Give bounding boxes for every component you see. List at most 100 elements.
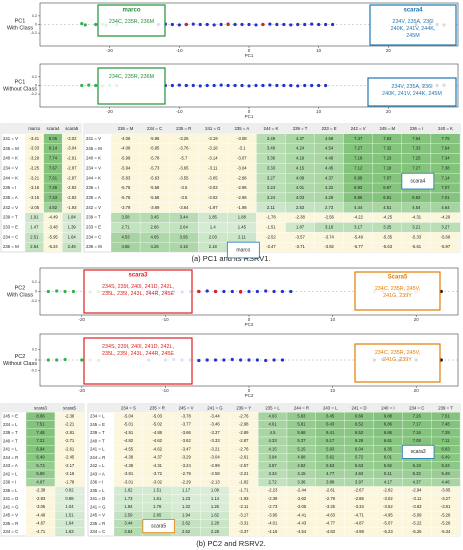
point [94, 22, 98, 27]
cell-value: -4.63 [325, 512, 335, 517]
cell-value: 5.68 [297, 430, 306, 435]
cell-value: -3.81 [124, 471, 134, 476]
column-header: 235 = R [150, 405, 165, 410]
cell-value: -4.88 [152, 430, 162, 435]
row-label: 236 = I [3, 480, 16, 485]
x-tick-label: -20 [106, 48, 113, 53]
cell-value: 1.87 [296, 224, 305, 229]
panel-label: PC2 [15, 285, 26, 291]
cell-value: -3.33 [30, 146, 40, 151]
cell-value: -4.49 [48, 215, 58, 220]
cell-value: -3.04 [210, 455, 220, 460]
cell-value: 6.52 [355, 430, 364, 435]
cell-value: -4.22 [353, 215, 363, 220]
column-header: 234 = C [409, 405, 424, 410]
point [63, 357, 67, 362]
column-header: 241 = D [351, 405, 366, 410]
cell-value: -2.87 [67, 175, 77, 180]
cell-value: -3.01 [124, 479, 134, 484]
row-label: 236 = M [3, 244, 19, 249]
row-label: 239 = T [3, 430, 18, 435]
cell-value: -4.49 [36, 512, 46, 517]
row-label: 240 = K [86, 156, 101, 161]
cell-value: -3.31 [239, 521, 249, 526]
cell-value: -3.62 [181, 438, 191, 443]
cell-value: -1.93 [67, 205, 77, 210]
cell-value: -2.13 [210, 479, 220, 484]
cell-value: -3.76 [179, 146, 189, 151]
point [205, 289, 209, 293]
x-tick-label: 20 [386, 109, 392, 114]
box-text: 234V, 235A, 236I [392, 19, 433, 25]
cell-value: -2.38 [36, 488, 46, 493]
cell-value: -4.87 [354, 521, 364, 526]
point [55, 358, 59, 362]
cell-value: -3.17 [239, 512, 249, 517]
cell-value: -2.73 [268, 504, 278, 509]
header-row [88, 404, 460, 413]
cell-value: 7.16 [413, 430, 422, 435]
cell-value: 6.01 [384, 455, 393, 460]
box-title: scara3 [128, 273, 148, 279]
cell-value: 6.61 [384, 438, 393, 443]
cell-value: 4.77 [326, 471, 335, 476]
point [280, 358, 285, 362]
cell-value: -3.71 [295, 244, 305, 249]
y-tick-label: 0.2 [32, 280, 37, 284]
note-text: scara4 [410, 178, 425, 184]
point [317, 83, 321, 88]
cell-value: -5.01 [124, 422, 134, 427]
cell-value: -4.41 [297, 512, 307, 517]
row-label: 234 = V [3, 165, 18, 170]
point [63, 289, 67, 294]
y-tick-label: -0.2 [30, 92, 37, 96]
point [275, 83, 279, 88]
cell-value: 4.84 [355, 471, 364, 476]
highlight-box [369, 4, 457, 46]
point [205, 83, 209, 88]
row-label: 242 = L [90, 463, 105, 468]
column-header: 236 = M [118, 126, 134, 131]
cell-value: -5.73 [150, 165, 160, 170]
point [254, 83, 258, 88]
cell-value: 4.51 [383, 205, 392, 210]
cell-value: 1.84 [68, 215, 77, 220]
cell-value: -4.62 [152, 446, 162, 451]
cell-value: 4.05 [151, 234, 160, 239]
cell-value: -3.25 [325, 504, 335, 509]
point [254, 23, 258, 27]
cell-value: 7.26 [413, 413, 422, 418]
cell-value: -5.61 [412, 244, 422, 249]
cell-value: -4.31 [152, 463, 162, 468]
cell-value: -1.78 [266, 215, 276, 220]
cell-value: 7.27 [354, 146, 363, 151]
cell-value: 7.48 [442, 422, 451, 427]
cell-value: 3.64 [124, 529, 133, 534]
column-header: 240 = K [438, 126, 453, 131]
cell-value: 3.17 [354, 224, 363, 229]
cell-value: 4.56 [121, 244, 130, 249]
box-text: 234V, 235A, 236I [391, 84, 432, 90]
cell-value: -5.95 [150, 136, 160, 141]
x-tick-label: 20 [414, 317, 420, 322]
x-tick-label: -10 [176, 48, 183, 53]
cell-value: 7.01 [441, 195, 450, 200]
highlight-box [97, 67, 166, 105]
cell-value: -2.93 [36, 496, 46, 501]
point [87, 83, 91, 87]
cell-value: -2.21 [239, 471, 249, 476]
cell-value: 1.73 [124, 496, 133, 501]
point [255, 289, 259, 294]
cell [431, 527, 461, 537]
cell-value: -3.14 [208, 156, 218, 161]
cell-value: -2.61 [239, 455, 249, 460]
x-tick-label: 10 [316, 109, 322, 114]
point [226, 83, 230, 88]
cell-value: 7.34 [441, 156, 450, 161]
cell-value: -3.55 [179, 175, 189, 180]
cell-value: -2.05 [30, 205, 40, 210]
point [226, 22, 230, 27]
row-label: 244 = K [86, 175, 101, 180]
cell-value: 7.18 [383, 165, 392, 170]
cell-value: 1.85 [209, 215, 218, 220]
